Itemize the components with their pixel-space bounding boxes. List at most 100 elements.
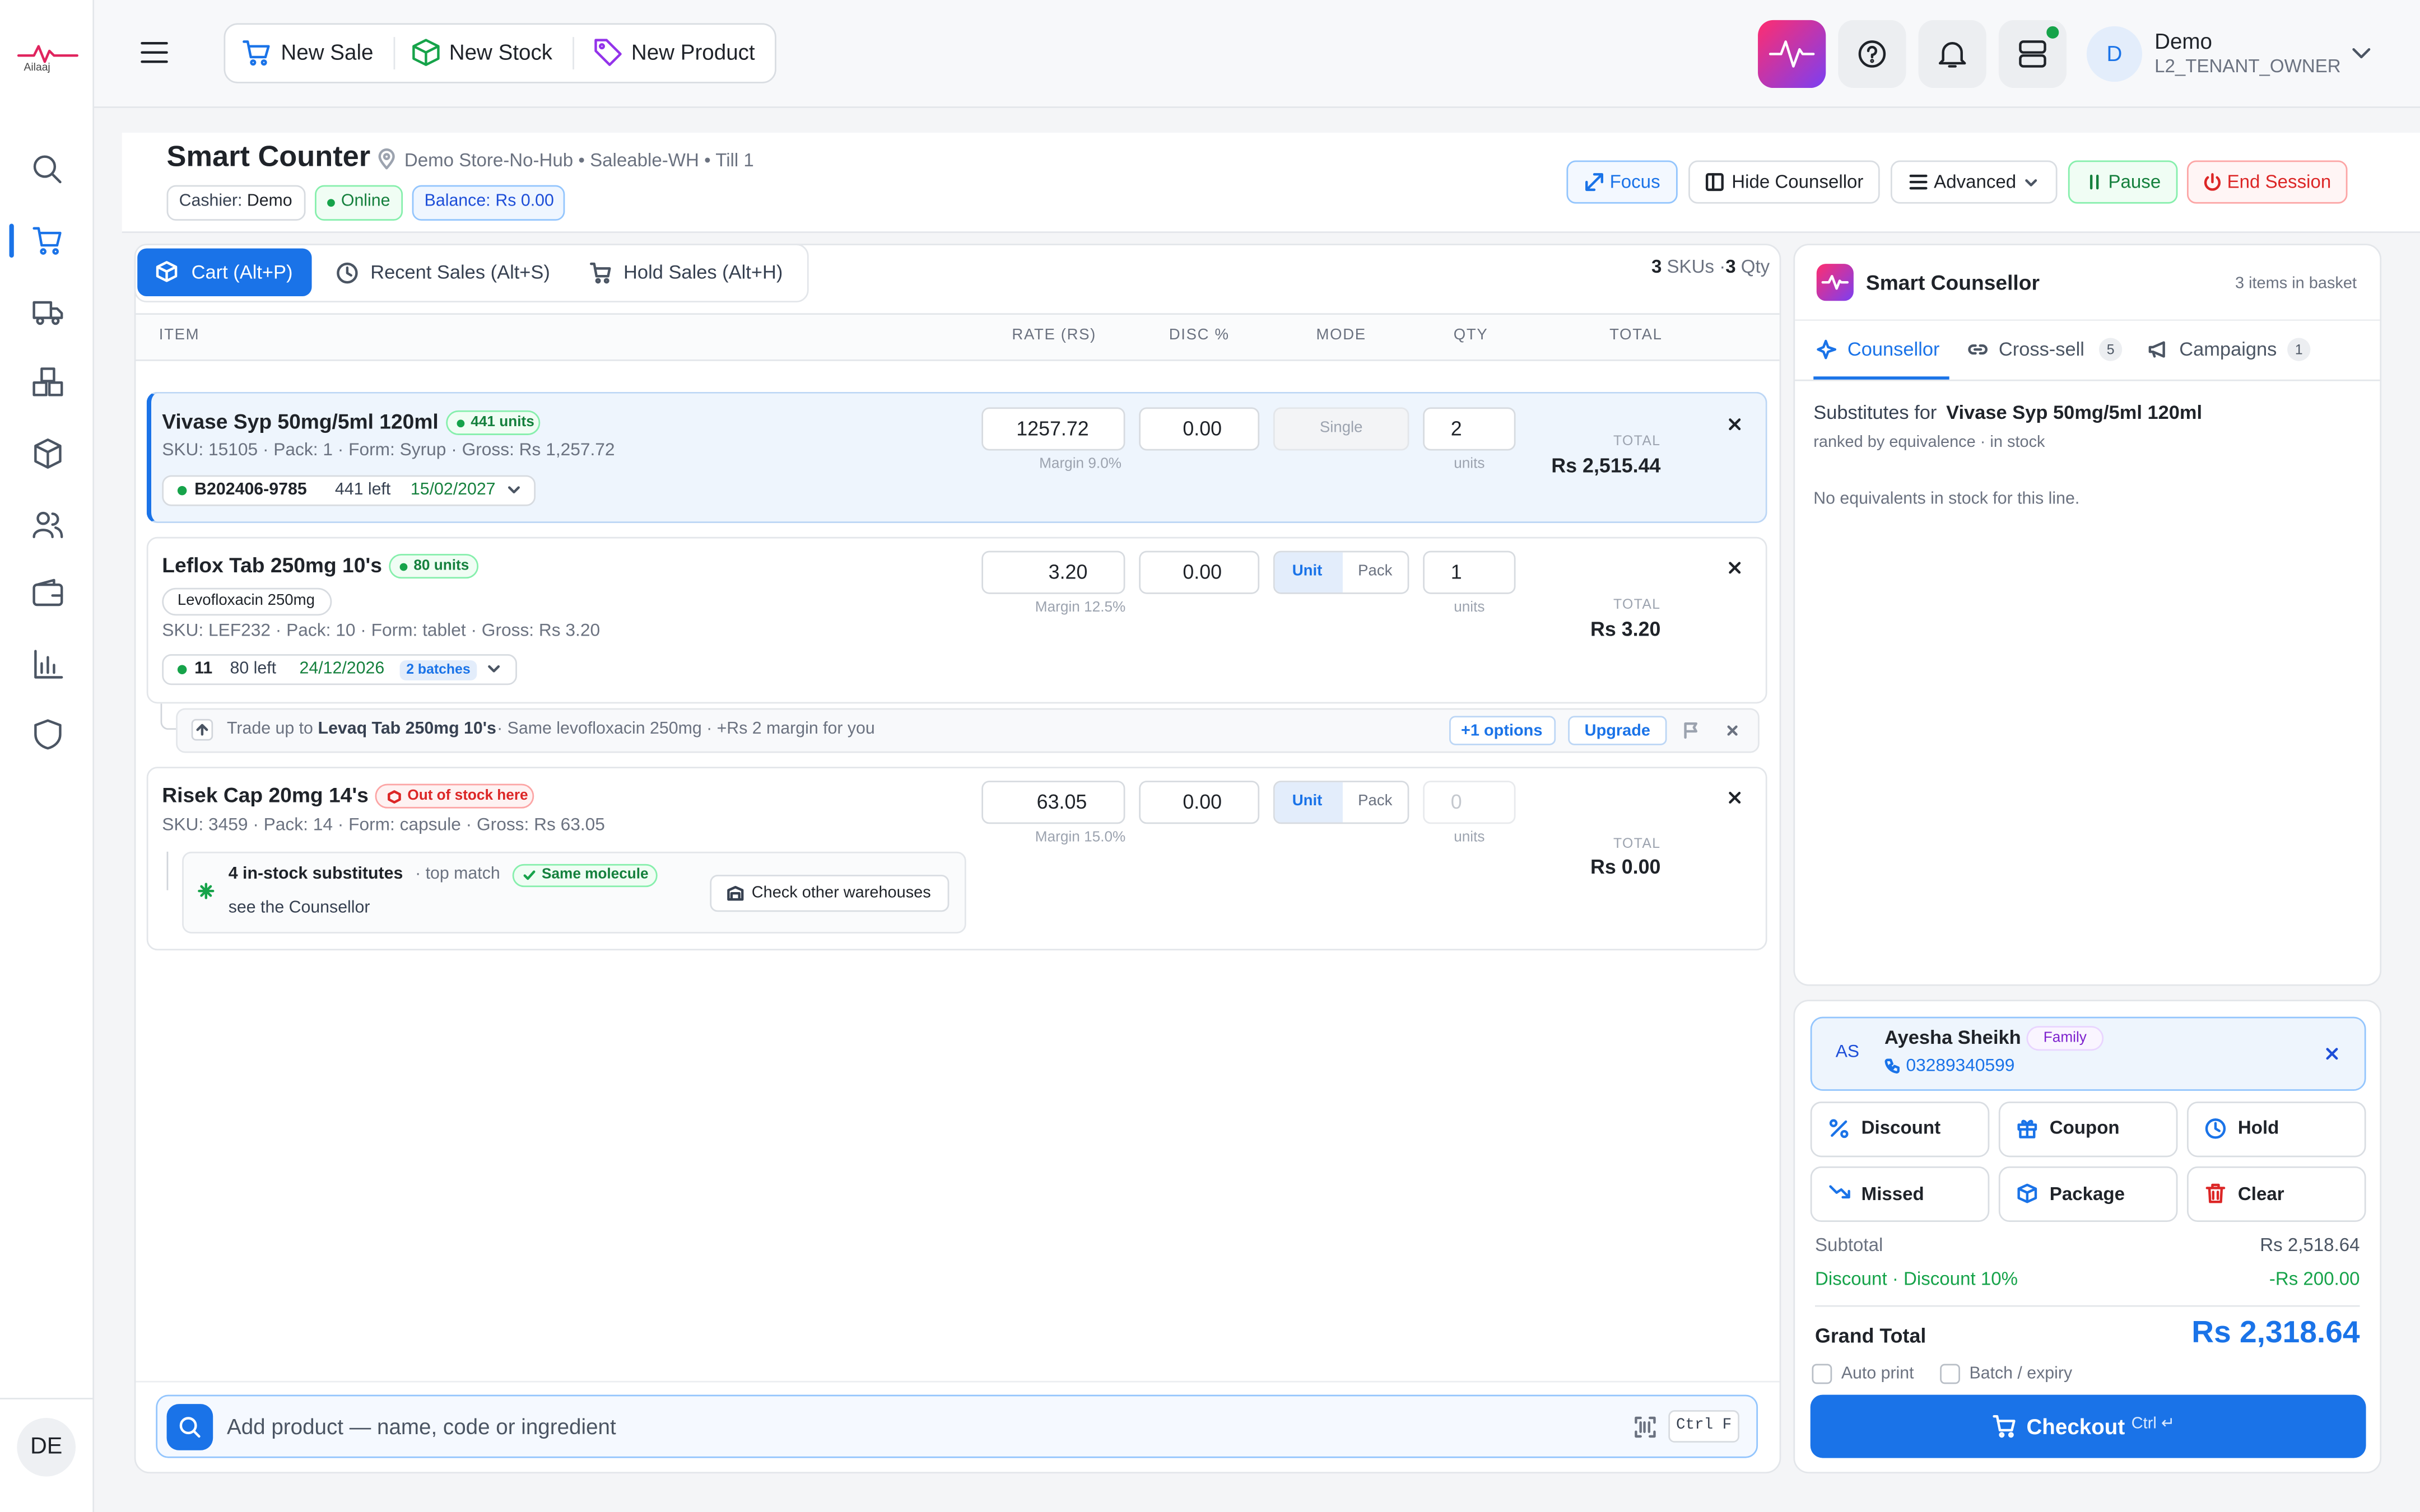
qty-count: 3: [1725, 255, 1736, 278]
generic: Levofloxacin 250mg: [177, 592, 315, 610]
chevron: [508, 486, 520, 494]
tab-hold-sales[interactable]: Hold Sales (Alt+H): [623, 261, 783, 283]
batch-dot: [177, 486, 187, 496]
rate: 1257.72: [1016, 417, 1089, 440]
margin: Margin 15.0%: [1035, 829, 1126, 846]
margin: Margin 9.0%: [1039, 455, 1122, 473]
sidebar-avatar[interactable]: [17, 1417, 76, 1477]
search-icon: [179, 1417, 201, 1438]
discount-input[interactable]: [1139, 550, 1260, 594]
product-search[interactable]: [156, 1394, 1758, 1458]
remove-customer[interactable]: [2326, 1048, 2338, 1060]
customer-tag: Family: [2043, 1029, 2087, 1047]
options-button[interactable]: [1449, 716, 1556, 745]
app-launcher-icon: [1769, 40, 1815, 68]
checkout-button[interactable]: [1810, 1394, 2366, 1458]
nav-cart[interactable]: [32, 225, 63, 256]
nav-reports[interactable]: [32, 650, 63, 680]
column-header: QTY: [1453, 327, 1488, 344]
bell-icon: [1938, 41, 1966, 68]
missed-button[interactable]: [1810, 1166, 1990, 1222]
discount: 0.00: [1183, 417, 1222, 440]
qty-input[interactable]: [1423, 550, 1516, 594]
checkout: Checkout: [2026, 1414, 2125, 1439]
focus-button[interactable]: [1566, 160, 1678, 204]
new-product[interactable]: New Product: [631, 39, 755, 64]
nav-delivery[interactable]: [32, 296, 63, 327]
divider: [1795, 379, 2380, 381]
column-header: DISC %: [1169, 327, 1230, 344]
stock: Out of stock here: [407, 787, 528, 805]
tab-cross-sell[interactable]: Cross-sell: [1998, 338, 2084, 361]
rate: 63.05: [1036, 790, 1087, 814]
clear-button[interactable]: [2186, 1166, 2366, 1222]
nav-products[interactable]: [32, 438, 63, 469]
hide-counsellor-button[interactable]: [1688, 160, 1880, 204]
barcode-scan-button[interactable]: [1635, 1416, 1656, 1438]
discount-input[interactable]: [1139, 407, 1260, 451]
item-name: Vivase Syp 50mg/5ml 120ml: [162, 410, 439, 433]
checkout-shortcut: Ctrl ↵: [2131, 1414, 2175, 1433]
item-meta: SKU: 15105 · Pack: 1 · Form: Syrup · Gro…: [162, 441, 615, 460]
pause-button[interactable]: [2068, 160, 2178, 204]
new-stock[interactable]: New Stock: [449, 39, 553, 64]
mode-unit-active[interactable]: [1274, 552, 1343, 592]
package-button[interactable]: [1998, 1166, 2178, 1222]
upgrade-button[interactable]: [1568, 716, 1667, 745]
flag-button[interactable]: [1684, 722, 1700, 739]
rate-input[interactable]: [981, 781, 1125, 824]
dismiss-upsell[interactable]: [1727, 725, 1738, 736]
percent-icon: [1829, 1119, 1849, 1138]
batches-badge: [399, 660, 477, 680]
batch-left: 80 left: [230, 659, 277, 678]
user-avatar[interactable]: [2086, 26, 2143, 82]
batch-left: 441 left: [334, 480, 391, 500]
nav-wallet[interactable]: [32, 578, 63, 609]
nav-inventory[interactable]: [32, 367, 63, 398]
checkbox[interactable]: [1812, 1364, 1832, 1384]
cashier-label: Cashier:: [179, 192, 243, 211]
nav-security[interactable]: [32, 719, 63, 750]
pause: Pause: [2108, 171, 2161, 193]
mode-unit-active[interactable]: [1274, 782, 1343, 823]
search-button[interactable]: [166, 1404, 213, 1450]
new-sale[interactable]: New Sale: [281, 39, 374, 64]
substitutes-tag: Same molecule: [542, 866, 649, 883]
tab-campaigns[interactable]: Campaigns: [2179, 338, 2277, 361]
warehouse-icon: [727, 885, 744, 901]
new-sale-icon: [243, 40, 270, 66]
qty-input[interactable]: [1423, 781, 1516, 824]
checkbox[interactable]: [1940, 1364, 1960, 1384]
notifications-button[interactable]: [1918, 20, 1986, 88]
nav-search[interactable]: [32, 155, 63, 185]
user-menu-chevron[interactable]: [2352, 48, 2371, 60]
batch-selector[interactable]: [162, 475, 536, 506]
qty-input[interactable]: [1423, 407, 1516, 451]
discount-input[interactable]: [1139, 781, 1260, 824]
menu-button[interactable]: [141, 41, 169, 63]
balance-chip: [412, 185, 565, 221]
end-session-button[interactable]: [2186, 160, 2348, 204]
customer-tag-badge: [2026, 1026, 2104, 1051]
sparkle-icon: [198, 883, 215, 899]
qty-unit: units: [1454, 829, 1485, 846]
discount-button[interactable]: [1810, 1102, 1990, 1158]
link-icon: [1968, 344, 1988, 355]
tab-counsellor[interactable]: Counsellor: [1847, 338, 1940, 361]
check-warehouses-button[interactable]: [710, 875, 950, 912]
rate-input[interactable]: [981, 550, 1125, 594]
rate-input[interactable]: [981, 407, 1125, 451]
upsell-options: +1 options: [1460, 721, 1543, 740]
column-header: TOTAL: [1609, 327, 1663, 344]
remove-line[interactable]: [1729, 418, 1741, 431]
nav-customers[interactable]: [32, 509, 63, 540]
batch: B202406-9785: [194, 480, 307, 500]
remove-line[interactable]: [1729, 562, 1741, 574]
tab-recent-sales[interactable]: Recent Sales (Alt+S): [370, 261, 550, 283]
hide-counsellor: Hide Counsellor: [1732, 171, 1864, 193]
customer-phone[interactable]: 03289340599: [1906, 1057, 2015, 1076]
mode-pack[interactable]: Pack: [1358, 793, 1393, 810]
remove-line[interactable]: [1729, 791, 1741, 804]
table-header: [136, 313, 1780, 361]
mode-pack[interactable]: Pack: [1358, 563, 1393, 580]
